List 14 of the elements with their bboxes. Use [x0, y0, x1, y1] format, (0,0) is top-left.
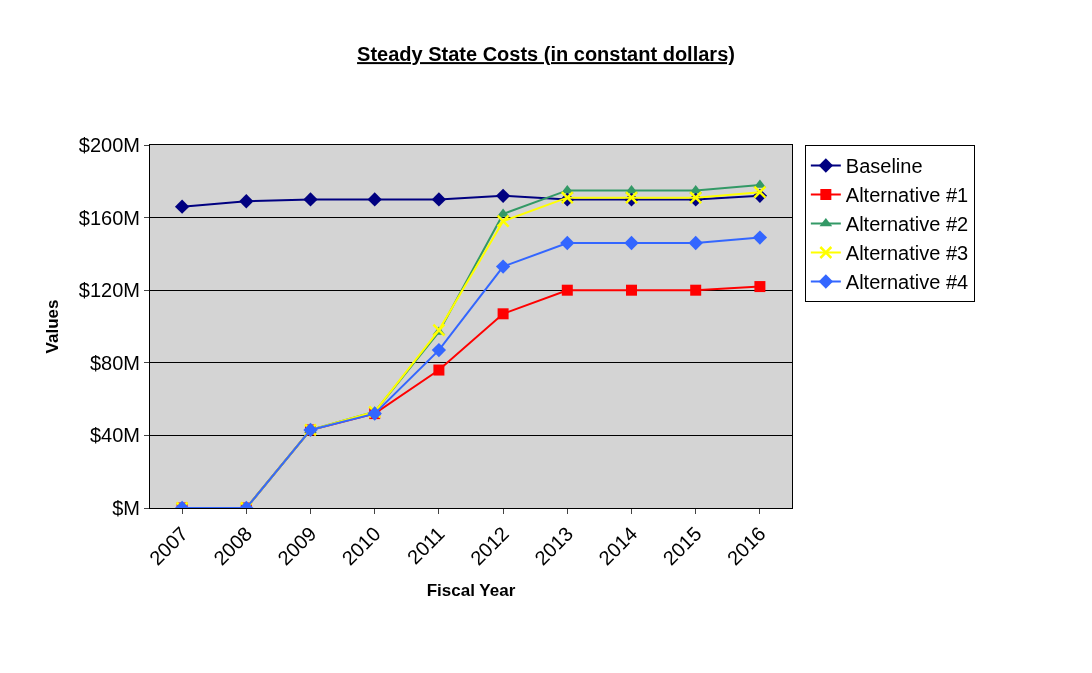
x-axis-title: Fiscal Year	[426, 580, 516, 600]
y-tick-label: $M	[112, 497, 140, 519]
legend-label: Alternative #1	[845, 184, 969, 207]
y-tick-label: $40M	[89, 424, 140, 447]
legend-label: Alternative #2	[845, 213, 969, 236]
y-tick-label: $80M	[89, 351, 140, 374]
legend-label: Alternative #4	[845, 271, 969, 294]
chart-title: Steady State Costs (in constant dollars)	[357, 43, 735, 66]
y-tick-label: $200M	[78, 134, 140, 156]
y-tick-label: $160M	[78, 206, 140, 229]
y-tick-label: $120M	[78, 279, 140, 302]
legend-label: Alternative #3	[845, 242, 969, 265]
y-axis-title: Values	[43, 299, 63, 354]
legend-label: Baseline	[845, 155, 923, 178]
